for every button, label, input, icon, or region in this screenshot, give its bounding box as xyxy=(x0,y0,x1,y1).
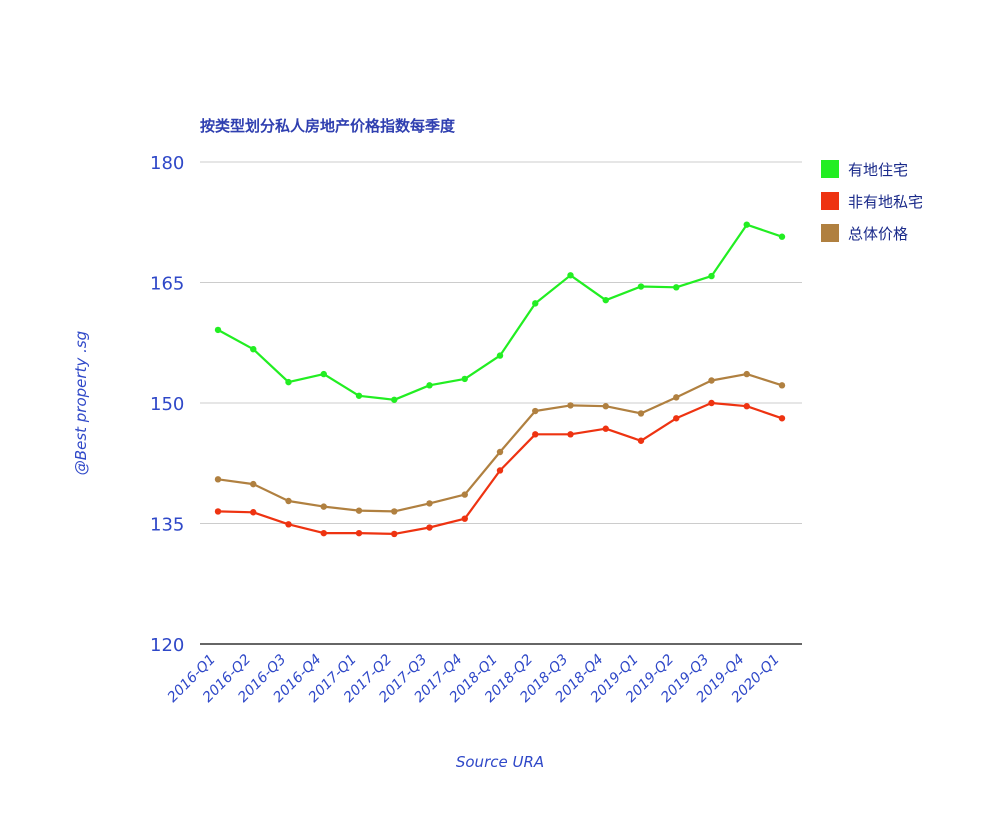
series-line xyxy=(217,223,783,401)
data-point xyxy=(320,529,327,537)
data-point xyxy=(743,403,750,410)
data-point xyxy=(391,396,398,403)
data-point xyxy=(285,521,292,528)
legend-label: 非有地私宅 xyxy=(848,193,923,211)
series-line xyxy=(217,373,783,513)
data-point xyxy=(250,509,257,516)
data-point xyxy=(567,402,574,409)
data-point xyxy=(461,515,468,522)
legend-swatch xyxy=(821,160,839,178)
data-point xyxy=(567,272,574,279)
data-point xyxy=(708,272,715,280)
series-2 xyxy=(214,399,786,538)
data-point xyxy=(778,382,786,389)
legend-swatch xyxy=(821,224,839,242)
data-point xyxy=(708,377,715,384)
data-point xyxy=(250,480,257,488)
data-point xyxy=(391,530,398,538)
x-axis-title: Source URA xyxy=(456,753,544,771)
data-point xyxy=(532,431,539,438)
data-point xyxy=(461,375,468,383)
x-axis-ticks: 2016-Q12016-Q22016-Q32016-Q42017-Q12017-… xyxy=(165,651,783,705)
data-point xyxy=(214,326,222,334)
y-axis-ticks: 120 135 150 165 180 xyxy=(150,153,184,656)
data-point xyxy=(285,497,292,505)
series-3 xyxy=(214,370,786,515)
data-point xyxy=(250,345,257,353)
data-point xyxy=(461,491,468,498)
y-tick-label: 120 xyxy=(150,635,184,656)
data-point xyxy=(355,392,363,399)
data-point xyxy=(320,370,327,378)
data-point xyxy=(320,503,327,510)
data-point xyxy=(496,448,504,456)
data-point xyxy=(637,410,645,417)
data-point xyxy=(637,437,645,444)
y-tick-label: 180 xyxy=(150,153,184,174)
data-point xyxy=(426,382,433,389)
data-point xyxy=(673,415,680,422)
data-point xyxy=(496,467,504,474)
legend-label: 有地住宅 xyxy=(848,161,908,179)
data-point xyxy=(708,399,715,407)
y-tick-label: 135 xyxy=(150,515,184,536)
data-point xyxy=(532,407,539,415)
y-axis-title: @Best property .sg xyxy=(72,331,90,475)
data-point xyxy=(532,300,539,307)
data-point xyxy=(426,524,433,531)
gridlines xyxy=(200,161,802,645)
data-point xyxy=(496,352,504,359)
data-point xyxy=(602,296,609,304)
data-point xyxy=(743,370,750,378)
data-point xyxy=(285,378,292,386)
series-1 xyxy=(214,221,786,403)
legend-label: 总体价格 xyxy=(848,225,908,243)
data-point xyxy=(778,415,786,422)
data-point xyxy=(673,284,680,291)
data-point xyxy=(214,476,222,483)
chart-title: 按类型划分私人房地产价格指数每季度 xyxy=(200,117,456,135)
data-point xyxy=(426,500,433,507)
data-point xyxy=(778,233,786,240)
data-point xyxy=(602,403,609,410)
legend-swatch xyxy=(821,192,839,210)
data-point xyxy=(391,508,398,515)
y-tick-label: 150 xyxy=(150,394,184,415)
data-point xyxy=(214,508,222,515)
data-point xyxy=(602,425,609,432)
y-tick-label: 165 xyxy=(150,274,184,295)
data-point xyxy=(673,394,680,401)
series-lines xyxy=(214,221,786,538)
data-point xyxy=(567,431,574,438)
data-point xyxy=(743,221,750,228)
data-point xyxy=(355,529,363,537)
data-point xyxy=(637,283,645,290)
data-point xyxy=(355,507,363,514)
